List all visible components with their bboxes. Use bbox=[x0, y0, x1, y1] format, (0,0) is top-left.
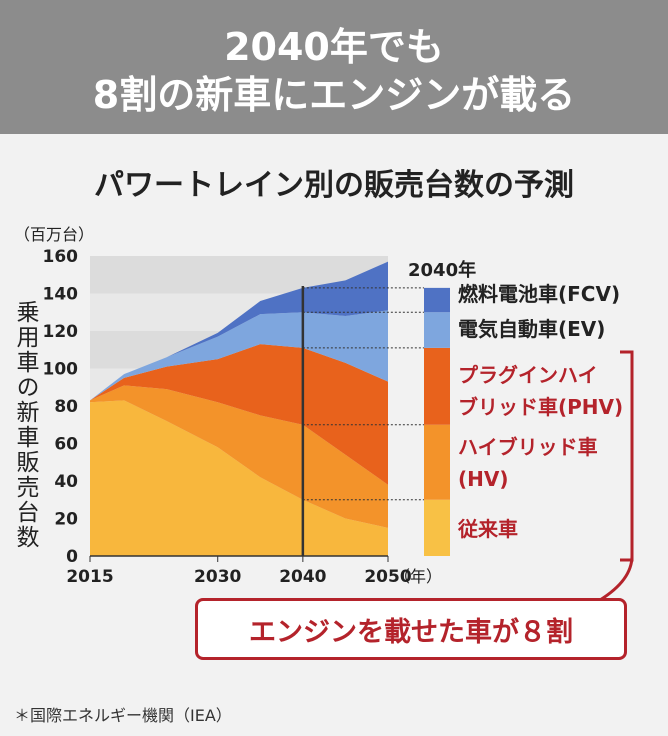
bar-2040-fcv bbox=[424, 287, 450, 313]
x-axis-unit-label: （年） bbox=[394, 567, 442, 586]
legend-hv-line2: (HV) bbox=[458, 467, 509, 491]
x-tick-label: 2040 bbox=[279, 567, 326, 587]
y-tick-label: 40 bbox=[54, 472, 78, 492]
area-ev bbox=[90, 310, 388, 401]
x-tick-label: 2050 bbox=[364, 567, 411, 587]
bar-2040-label: 2040年 bbox=[408, 259, 476, 281]
legend-conv: 従来車 bbox=[457, 517, 518, 541]
legend-ev: 電気自動車(EV) bbox=[458, 317, 605, 341]
area-phv bbox=[90, 344, 388, 485]
source-footnote: ＊国際エネルギー機関（IEA） bbox=[14, 706, 232, 725]
y-tick-label: 100 bbox=[43, 360, 79, 380]
title-banner: 2040年でも 8割の新車にエンジンが載る bbox=[0, 0, 668, 134]
area-conv bbox=[90, 400, 388, 556]
engine-callout-text: エンジンを載せた車が８割 bbox=[249, 616, 573, 648]
y-tick-label: 0 bbox=[66, 547, 78, 567]
y-tick-label: 160 bbox=[43, 247, 79, 267]
chart-subtitle: パワートレイン別の販売台数の予測 bbox=[94, 168, 574, 203]
y-tick-label: 80 bbox=[54, 397, 78, 417]
y-unit-label: （百万台） bbox=[14, 225, 94, 244]
y-tick-label: 60 bbox=[54, 435, 78, 455]
bar-2040-ev bbox=[424, 312, 450, 348]
y-axis-label: 乗用車の新車販売台数 bbox=[12, 300, 40, 550]
chart-gap bbox=[388, 256, 424, 557]
legend-phv-line1: プラグインハイ bbox=[458, 363, 598, 387]
legend-fcv: 燃料電池車(FCV) bbox=[458, 282, 620, 306]
bar-2040-conv bbox=[424, 499, 450, 556]
y-tick-label: 140 bbox=[43, 285, 79, 305]
bar-2040-phv bbox=[424, 347, 450, 425]
area-hv bbox=[90, 385, 388, 528]
engine-callout-box: エンジンを載せた車が８割 bbox=[195, 598, 627, 660]
legend-hv-line1: ハイブリッド車 bbox=[458, 435, 598, 459]
bar-2040-hv bbox=[424, 424, 450, 500]
legend-phv-line2: ブリッド車(PHV) bbox=[458, 395, 623, 419]
y-tick-label: 120 bbox=[43, 322, 79, 342]
banner-title-line2: 8割の新車にエンジンが載る bbox=[92, 73, 576, 117]
y-tick-label: 20 bbox=[54, 510, 78, 530]
x-tick-label: 2030 bbox=[194, 567, 241, 587]
area-fcv bbox=[90, 261, 388, 401]
engine-bracket bbox=[620, 350, 634, 562]
x-tick-label: 2015 bbox=[66, 567, 113, 587]
callout-connector bbox=[599, 555, 634, 602]
banner-title-line1: 2040年でも bbox=[224, 25, 444, 69]
